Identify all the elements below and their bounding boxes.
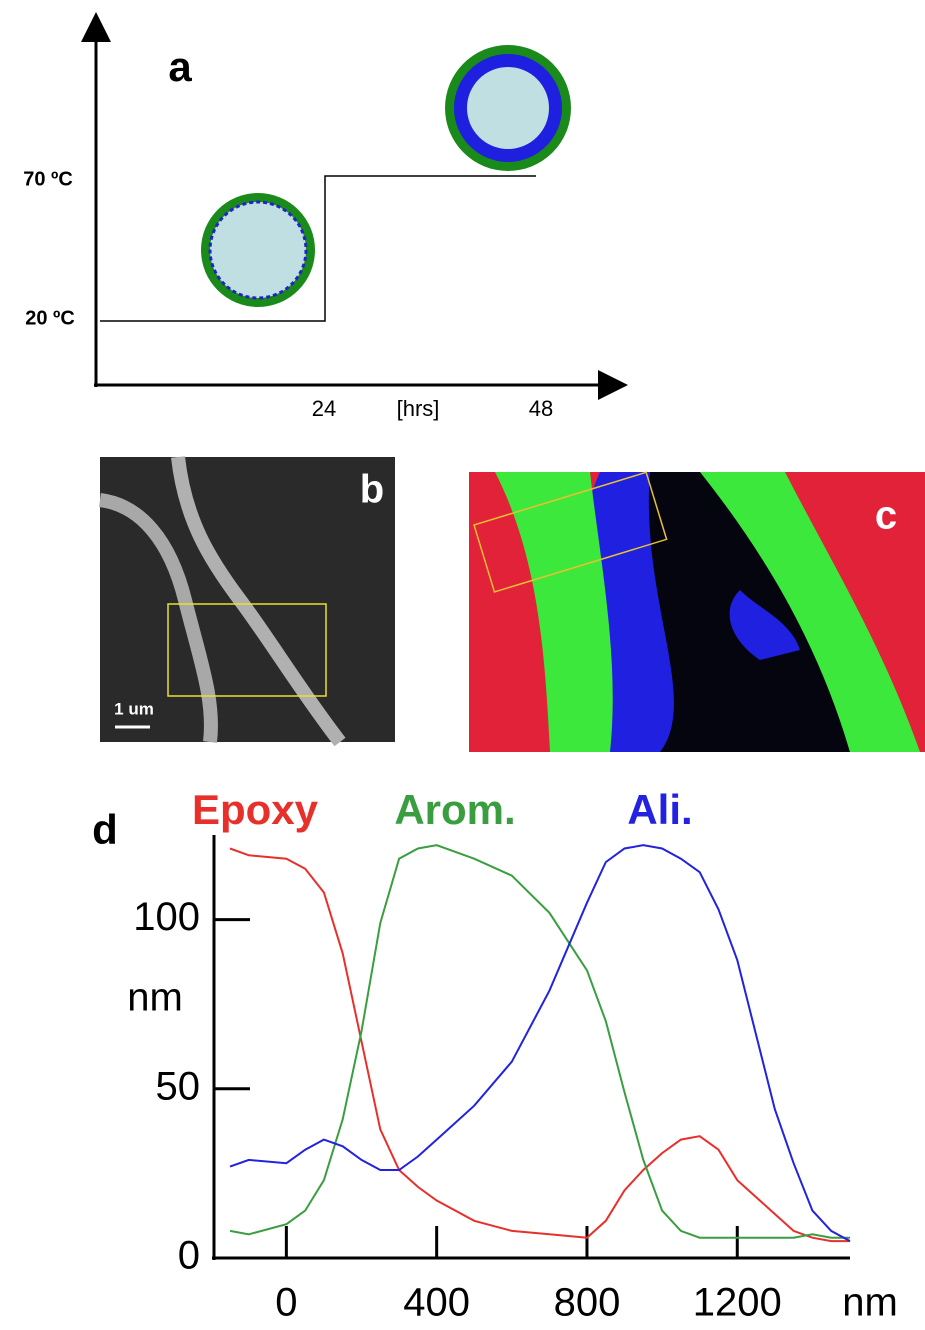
- region: [700, 472, 920, 752]
- panel-b: 1 um b: [98, 456, 395, 747]
- panel-label: c: [875, 494, 897, 538]
- fiber: [98, 493, 218, 743]
- panel-d: d nm nm: [92, 806, 898, 1324]
- y-label: 20 ºC: [25, 307, 75, 329]
- y-label: 70 ºC: [23, 168, 73, 190]
- y-tick-label: 50: [156, 1064, 201, 1108]
- region: [729, 590, 800, 660]
- x-tick-label: 0: [275, 1281, 297, 1325]
- step-line: [100, 175, 536, 322]
- panel-label: b: [360, 468, 384, 512]
- y-tick-label: 100: [133, 895, 200, 939]
- capsule-core: [208, 200, 308, 300]
- legend-label: Arom.: [394, 786, 515, 833]
- series-line: [229, 844, 851, 1242]
- x-axis-label: nm: [842, 1281, 898, 1325]
- selection-box: [167, 603, 327, 697]
- selection-box: [473, 471, 668, 593]
- panel-label: a: [168, 43, 192, 90]
- region: [495, 472, 613, 752]
- y-axis-label: nm: [127, 976, 183, 1020]
- x-tick-label: 800: [554, 1281, 621, 1325]
- x-label: 24: [312, 396, 336, 421]
- y-tick-label: 0: [178, 1234, 200, 1278]
- x-label: 48: [529, 396, 553, 421]
- series-line: [229, 844, 850, 1239]
- series-line: [229, 847, 850, 1243]
- panel-a: a 70 ºC 20 ºC 24 [hrs] 48: [23, 12, 628, 421]
- x-tick-label: 400: [403, 1281, 470, 1325]
- panel-label: d: [92, 806, 118, 853]
- legend-label: Ali.: [627, 786, 692, 833]
- panel-c: c: [469, 471, 925, 752]
- x-label: [hrs]: [397, 396, 440, 421]
- legend-label: Epoxy: [192, 786, 319, 833]
- scale-label: 1 um: [114, 699, 154, 718]
- x-tick-label: 1200: [693, 1281, 782, 1325]
- capsule-core: [467, 67, 549, 149]
